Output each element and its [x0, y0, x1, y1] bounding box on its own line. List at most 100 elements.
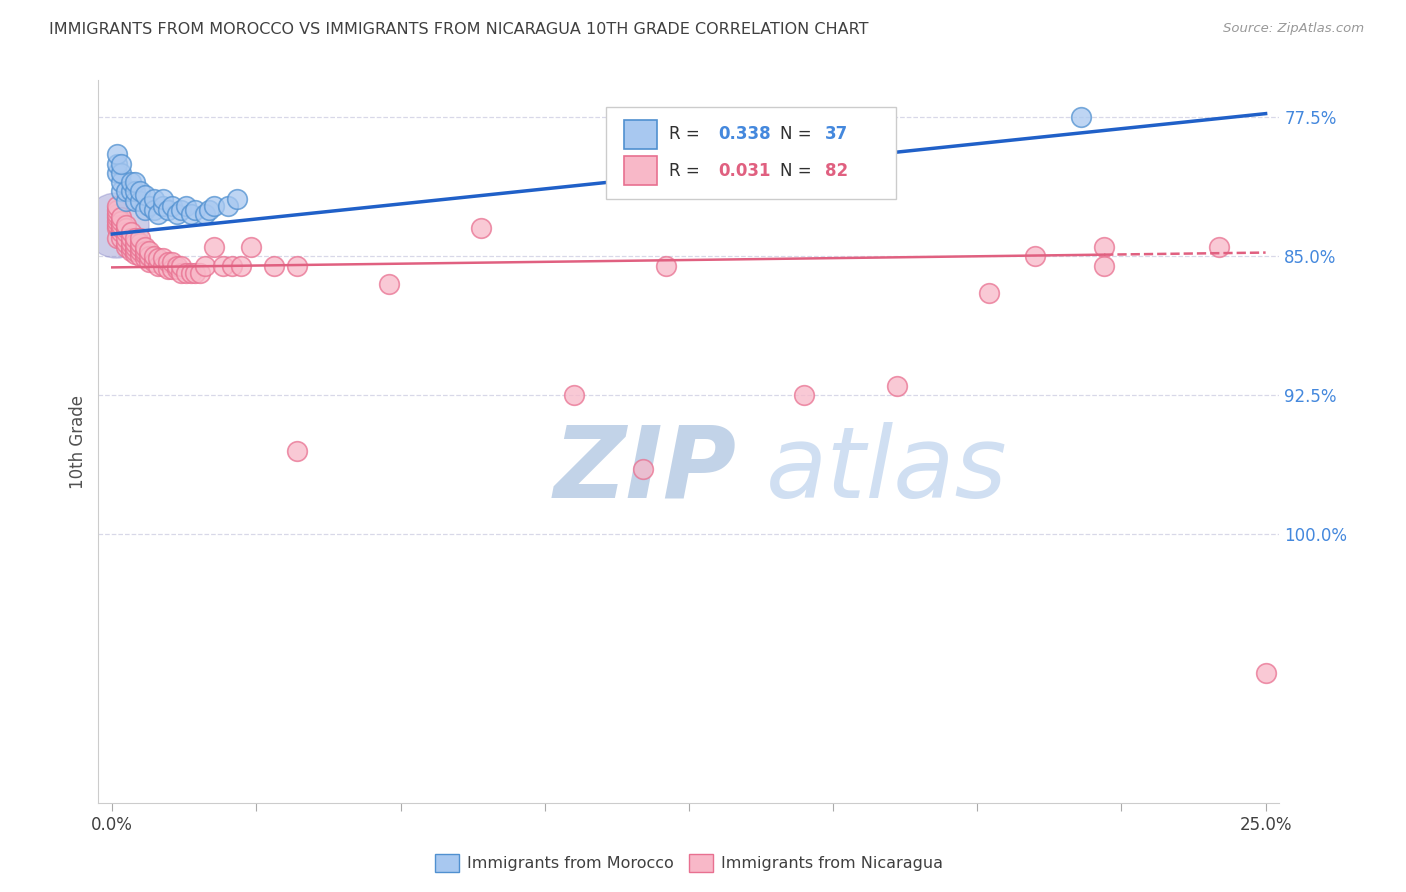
Point: [110, 175, 132, 189]
Point: [134, 247, 156, 261]
Point: [1254, 666, 1277, 681]
Point: [115, 185, 138, 199]
Point: [174, 266, 197, 280]
Point: [129, 185, 152, 199]
Point: [110, 156, 132, 170]
Point: [202, 240, 225, 254]
Point: [152, 199, 174, 213]
Point: [129, 240, 152, 254]
Point: [138, 244, 160, 258]
Point: [110, 225, 132, 239]
Point: [129, 249, 152, 263]
Text: IMMIGRANTS FROM MOROCCO VS IMMIGRANTS FROM NICARAGUA 10TH GRADE CORRELATION CHAR: IMMIGRANTS FROM MOROCCO VS IMMIGRANTS FR…: [49, 22, 869, 37]
Text: 0.338: 0.338: [718, 126, 770, 144]
Point: [166, 207, 188, 221]
Point: [1208, 240, 1230, 254]
Point: [105, 147, 128, 161]
Point: [193, 259, 215, 273]
Point: [1092, 240, 1115, 254]
Point: [124, 244, 146, 258]
Point: [285, 443, 308, 458]
Point: [110, 218, 132, 232]
Point: [124, 240, 146, 254]
Point: [120, 175, 142, 189]
Point: [124, 247, 146, 261]
Point: [378, 277, 401, 291]
Point: [115, 231, 138, 245]
Point: [115, 194, 138, 208]
Point: [120, 231, 142, 245]
Point: [156, 262, 179, 277]
Point: [134, 188, 156, 202]
Point: [115, 236, 138, 251]
Point: [142, 249, 165, 263]
Point: [110, 221, 132, 235]
FancyBboxPatch shape: [624, 156, 657, 185]
Point: [180, 207, 202, 221]
Point: [152, 259, 174, 273]
Text: N =: N =: [780, 161, 817, 179]
Point: [129, 236, 152, 251]
Point: [180, 266, 202, 280]
Point: [239, 240, 262, 254]
Y-axis label: 10th Grade: 10th Grade: [69, 394, 87, 489]
Point: [148, 259, 170, 273]
Point: [148, 207, 170, 221]
Point: [115, 221, 138, 235]
Point: [193, 207, 215, 221]
Point: [110, 166, 132, 180]
Point: [124, 231, 146, 245]
Point: [138, 199, 160, 213]
Point: [129, 244, 152, 258]
Point: [134, 202, 156, 217]
Point: [134, 240, 156, 254]
Point: [142, 255, 165, 269]
Point: [105, 211, 128, 225]
Point: [631, 462, 654, 476]
Text: ZIP: ZIP: [553, 422, 737, 519]
Point: [105, 221, 128, 235]
Point: [198, 202, 221, 217]
Point: [105, 231, 128, 245]
Point: [1092, 259, 1115, 273]
Point: [120, 244, 142, 258]
Point: [212, 259, 235, 273]
Point: [166, 259, 188, 273]
Point: [174, 199, 197, 213]
Point: [156, 202, 179, 217]
Text: Source: ZipAtlas.com: Source: ZipAtlas.com: [1223, 22, 1364, 36]
Point: [1024, 249, 1046, 263]
Point: [221, 259, 243, 273]
Point: [202, 199, 225, 213]
Point: [105, 202, 128, 217]
Point: [142, 202, 165, 217]
Point: [115, 225, 138, 239]
Text: R =: R =: [669, 161, 704, 179]
Point: [134, 244, 156, 258]
Point: [110, 214, 132, 228]
Point: [110, 185, 132, 199]
Point: [124, 194, 146, 208]
Point: [977, 286, 1000, 301]
Point: [120, 236, 142, 251]
Text: N =: N =: [780, 126, 817, 144]
Point: [105, 199, 128, 213]
Point: [105, 156, 128, 170]
Point: [886, 379, 908, 393]
Text: 82: 82: [825, 161, 848, 179]
Point: [105, 207, 128, 221]
Point: [184, 266, 207, 280]
Point: [217, 199, 239, 213]
FancyBboxPatch shape: [606, 107, 896, 200]
Point: [105, 218, 128, 232]
Point: [138, 249, 160, 263]
Text: atlas: atlas: [766, 422, 1007, 519]
Point: [285, 259, 308, 273]
Point: [120, 240, 142, 254]
Point: [104, 218, 127, 232]
Point: [170, 259, 193, 273]
Point: [115, 218, 138, 232]
Point: [134, 251, 156, 265]
Point: [162, 255, 184, 269]
Text: R =: R =: [669, 126, 704, 144]
